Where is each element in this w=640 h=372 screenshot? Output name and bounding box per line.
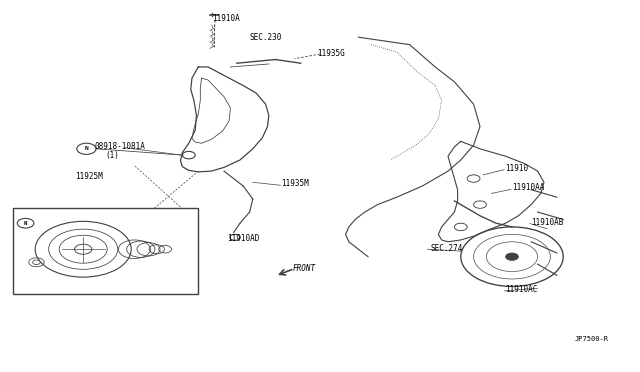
Text: 11910AC: 11910AC [506, 285, 538, 294]
Text: FRONT: FRONT [293, 264, 316, 273]
Text: 11910A: 11910A [212, 14, 240, 23]
Text: (1): (1) [27, 222, 41, 231]
Text: 11910: 11910 [506, 164, 529, 173]
Text: 11910AB: 11910AB [531, 218, 564, 227]
Text: JP7500-R: JP7500-R [575, 336, 609, 342]
Text: N: N [84, 146, 88, 151]
Text: 11930: 11930 [115, 244, 138, 253]
Text: 11925M: 11925M [76, 172, 103, 181]
Text: 11927: 11927 [99, 268, 122, 277]
Text: 11910AA: 11910AA [512, 183, 545, 192]
Text: (1): (1) [106, 151, 120, 160]
Text: 11926: 11926 [175, 212, 198, 221]
Text: N: N [24, 221, 28, 226]
Text: 08911-3401A: 08911-3401A [17, 214, 67, 223]
Text: SEC.274: SEC.274 [430, 244, 463, 253]
Circle shape [506, 253, 518, 260]
Text: 11935M: 11935M [282, 179, 309, 188]
Text: 11935G: 11935G [317, 49, 345, 58]
Text: 11931: 11931 [44, 275, 67, 284]
Bar [13, 208, 198, 294]
Text: SEC.230: SEC.230 [250, 33, 282, 42]
Text: 11932: 11932 [163, 208, 186, 217]
Text: 11929: 11929 [61, 221, 84, 230]
Text: 08918-1081A: 08918-1081A [95, 142, 145, 151]
Text: 11910AD: 11910AD [227, 234, 260, 243]
Text: 11932: 11932 [150, 218, 173, 227]
